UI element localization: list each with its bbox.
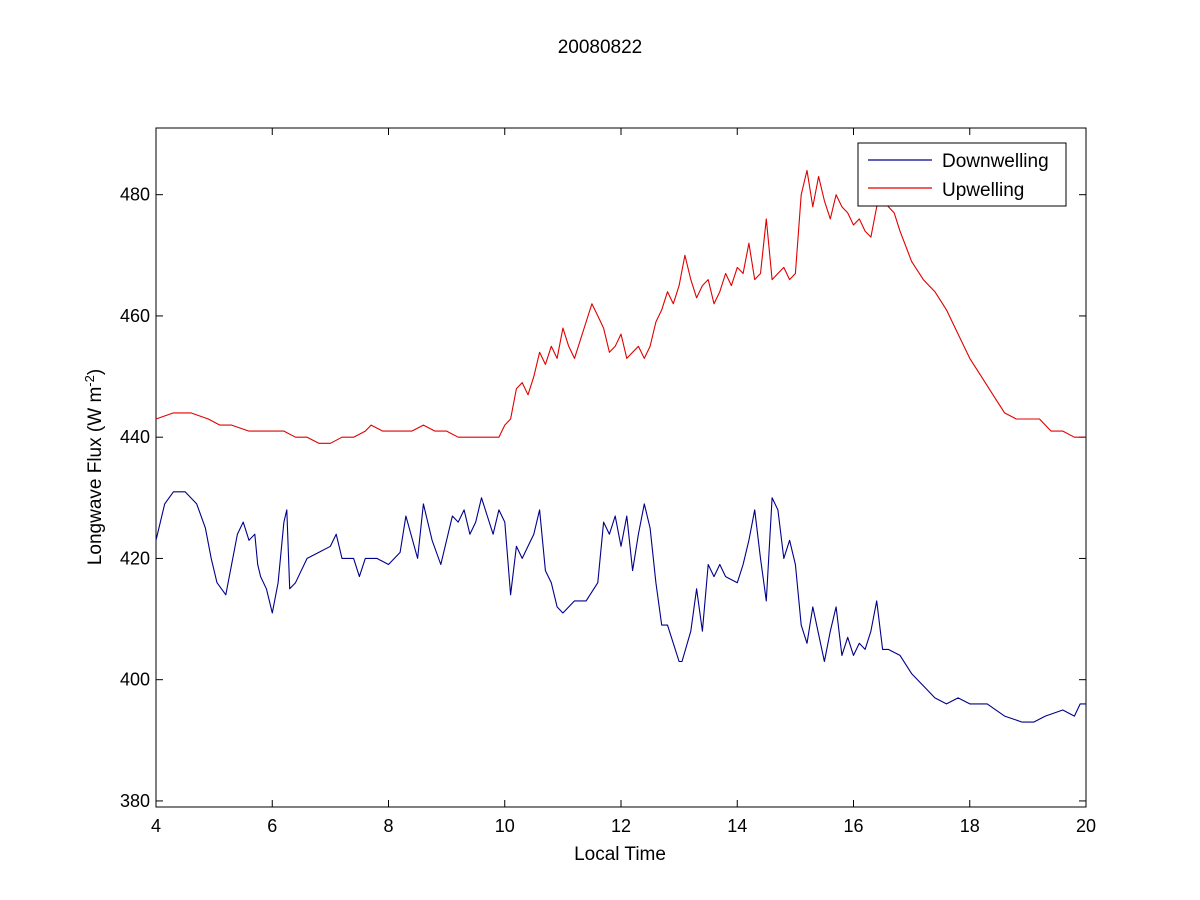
x-tick-label: 10 bbox=[495, 816, 515, 836]
y-tick-label: 420 bbox=[120, 548, 150, 568]
x-axis-label: Local Time bbox=[574, 844, 666, 865]
y-axis-label-base: Longwave Flux (W m bbox=[85, 387, 106, 565]
y-tick-label: 380 bbox=[120, 791, 150, 811]
x-tick-label: 6 bbox=[267, 816, 277, 836]
y-tick-label: 480 bbox=[120, 185, 150, 205]
y-tick-label: 460 bbox=[120, 306, 150, 326]
legend-box bbox=[857, 142, 1067, 207]
x-axis-ticks: 4 6 8 10 12 14 16 18 20 bbox=[151, 128, 1096, 836]
x-tick-label: 18 bbox=[960, 816, 980, 836]
legend-label-downwelling: Downwelling bbox=[942, 151, 1049, 172]
legend: Downwelling Upwelling bbox=[857, 142, 1067, 207]
x-tick-label: 14 bbox=[727, 816, 747, 836]
x-tick-label: 16 bbox=[843, 816, 863, 836]
y-axis-label-superscript: -2 bbox=[82, 375, 97, 387]
x-tick-label: 8 bbox=[383, 816, 393, 836]
y-tick-label: 400 bbox=[120, 670, 150, 690]
y-axis-label-end: ) bbox=[85, 369, 106, 375]
legend-label-upwelling: Upwelling bbox=[942, 180, 1024, 201]
y-tick-label: 440 bbox=[120, 427, 150, 447]
y-axis-label: Longwave Flux (W m-2) bbox=[82, 369, 107, 565]
chart-title: 20080822 bbox=[558, 37, 643, 58]
y-axis-ticks: 380 400 420 440 460 480 bbox=[120, 185, 1086, 811]
x-tick-label: 4 bbox=[151, 816, 161, 836]
x-tick-label: 12 bbox=[611, 816, 631, 836]
series-line-downwelling bbox=[155, 491, 1086, 723]
x-tick-label: 20 bbox=[1076, 816, 1096, 836]
plot-area-frame bbox=[155, 127, 1087, 808]
